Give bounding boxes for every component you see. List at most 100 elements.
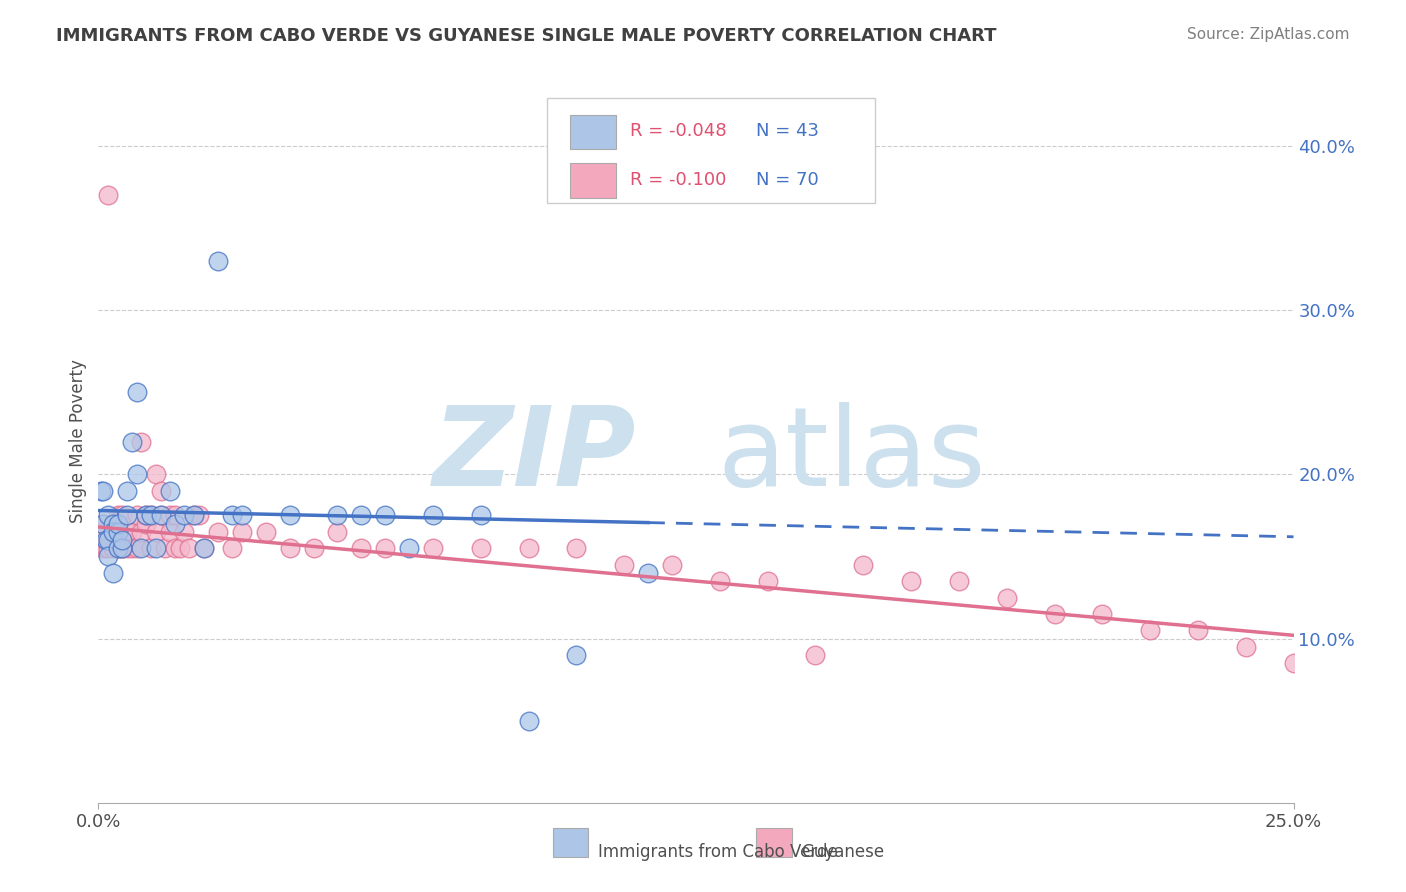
Point [107, 508, 129, 523]
Point [159, 508, 181, 523]
Point [101, 524, 124, 539]
FancyBboxPatch shape [571, 163, 616, 198]
Point [163, 541, 186, 556]
Point [709, 574, 731, 588]
Point [145, 467, 167, 482]
Point [661, 558, 683, 572]
Point [637, 566, 659, 580]
Point [159, 483, 181, 498]
Point [221, 508, 243, 523]
Point [94, 541, 117, 556]
Point [163, 516, 186, 531]
Point [613, 558, 636, 572]
Point [145, 541, 167, 556]
Point [1139, 624, 1161, 638]
Point [187, 508, 209, 523]
Point [1234, 640, 1257, 654]
Point [139, 508, 162, 523]
Point [135, 516, 157, 531]
Point [207, 524, 229, 539]
Point [193, 541, 215, 556]
Point [1043, 607, 1066, 621]
Y-axis label: Single Male Poverty: Single Male Poverty [69, 359, 87, 524]
FancyBboxPatch shape [547, 98, 876, 203]
Point [125, 508, 148, 523]
Point [107, 541, 129, 556]
Point [398, 541, 420, 556]
FancyBboxPatch shape [553, 828, 589, 857]
Point [159, 524, 181, 539]
Point [101, 566, 124, 580]
Point [374, 541, 396, 556]
Point [125, 385, 148, 400]
Point [135, 508, 157, 523]
Point [948, 574, 970, 588]
Point [254, 524, 277, 539]
Point [91, 483, 114, 498]
Point [111, 508, 134, 523]
Point [139, 541, 162, 556]
Point [183, 508, 205, 523]
Point [131, 434, 153, 449]
Point [111, 541, 134, 556]
Point [900, 574, 922, 588]
Point [115, 541, 138, 556]
Point [90, 524, 112, 539]
Point [115, 524, 138, 539]
Point [145, 524, 167, 539]
Point [121, 434, 143, 449]
Point [97, 549, 120, 564]
Point [422, 541, 444, 556]
Text: R = -0.100: R = -0.100 [630, 171, 727, 189]
Point [517, 541, 540, 556]
Point [179, 541, 201, 556]
Text: Guyanese: Guyanese [801, 843, 884, 861]
Point [173, 524, 195, 539]
Point [97, 533, 120, 547]
Point [231, 524, 253, 539]
Point [97, 541, 120, 556]
Point [107, 541, 129, 556]
FancyBboxPatch shape [756, 828, 792, 857]
Point [149, 508, 172, 523]
Text: IMMIGRANTS FROM CABO VERDE VS GUYANESE SINGLE MALE POVERTY CORRELATION CHART: IMMIGRANTS FROM CABO VERDE VS GUYANESE S… [56, 27, 997, 45]
Point [101, 516, 124, 531]
Point [121, 524, 143, 539]
Point [278, 508, 301, 523]
Point [125, 467, 148, 482]
Point [470, 508, 492, 523]
Point [97, 508, 120, 523]
Point [139, 508, 162, 523]
Point [565, 541, 588, 556]
Point [995, 591, 1018, 605]
Point [852, 558, 875, 572]
Text: Source: ZipAtlas.com: Source: ZipAtlas.com [1187, 27, 1350, 42]
Point [107, 516, 129, 531]
Point [125, 541, 148, 556]
Point [101, 524, 124, 539]
Point [131, 541, 153, 556]
Point [756, 574, 779, 588]
Point [422, 508, 444, 523]
Point [91, 516, 114, 531]
Point [1187, 624, 1209, 638]
Point [517, 714, 540, 728]
Point [350, 508, 373, 523]
Point [302, 541, 325, 556]
Point [91, 516, 114, 531]
Point [374, 508, 396, 523]
Point [207, 253, 229, 268]
Point [111, 541, 134, 556]
Point [278, 541, 301, 556]
Point [90, 483, 112, 498]
Text: R = -0.048: R = -0.048 [630, 122, 727, 140]
Point [1282, 657, 1305, 671]
Point [565, 648, 588, 662]
Point [135, 508, 157, 523]
Point [97, 188, 120, 202]
Point [91, 541, 114, 556]
Point [111, 533, 134, 547]
Point [183, 508, 205, 523]
Point [804, 648, 827, 662]
Point [131, 524, 153, 539]
